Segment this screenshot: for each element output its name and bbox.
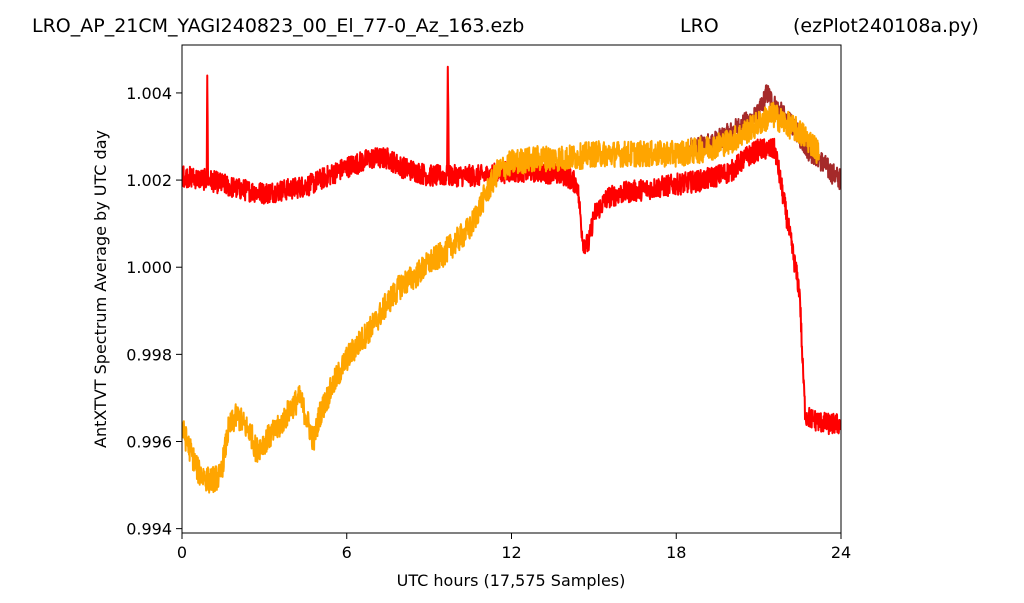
x-tick-label: 12: [501, 543, 521, 562]
x-tick-label: 6: [342, 543, 352, 562]
y-axis-label: AntXTVT Spectrum Average by UTC day: [91, 130, 110, 448]
y-axis: 0.994 0.996 0.998 1.000 1.002 1.004: [126, 84, 182, 539]
y-tick-label: 1.004: [126, 84, 172, 103]
y-tick-label: 0.994: [126, 520, 172, 539]
chart-title-filename: LRO_AP_21CM_YAGI240823_00_El_77-0_Az_163…: [32, 15, 524, 37]
x-axis: 0 6 12 18 24: [177, 533, 851, 562]
series-line-3: [182, 101, 821, 494]
x-tick-label: 24: [831, 543, 851, 562]
y-tick-label: 0.996: [126, 433, 172, 452]
chart-title-script: (ezPlot240108a.py): [793, 15, 979, 37]
x-tick-label: 18: [666, 543, 686, 562]
series-line-2: [182, 65, 841, 436]
series-layer: [182, 65, 841, 494]
chart-title-station: LRO: [680, 15, 719, 37]
series-line-1: [688, 84, 841, 191]
x-axis-label: UTC hours (17,575 Samples): [397, 571, 626, 590]
y-tick-label: 0.998: [126, 345, 172, 364]
y-tick-label: 1.002: [126, 171, 172, 190]
x-tick-label: 0: [177, 543, 187, 562]
y-tick-label: 1.000: [126, 258, 172, 277]
